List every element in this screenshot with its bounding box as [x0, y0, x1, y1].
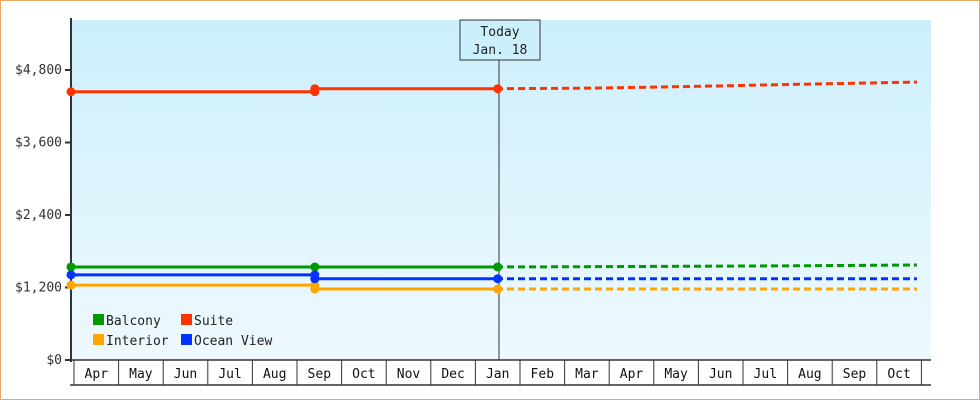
legend-swatch: [93, 314, 104, 325]
x-tick-label: Aug: [263, 367, 286, 382]
x-tick-label: Sep: [308, 367, 332, 382]
y-tick-label: $0: [46, 353, 62, 368]
legend-swatch: [93, 334, 104, 345]
x-tick-label: Dec: [441, 367, 464, 382]
x-tick-label: Jul: [754, 367, 777, 382]
x-tick-label: Aug: [798, 367, 821, 382]
x-tick-label: Jun: [709, 367, 732, 382]
legend-item-balcony[interactable]: Balcony: [93, 314, 161, 329]
x-tick-label: Mar: [575, 367, 599, 382]
series-ocean-view: [66, 270, 917, 284]
y-tick-label: $4,800: [15, 63, 62, 78]
legend-swatch: [181, 334, 192, 345]
x-tick-label: May: [129, 367, 153, 382]
x-tick-label: May: [664, 367, 688, 382]
y-tick-label: $2,400: [15, 208, 62, 223]
legend-label: Suite: [194, 314, 233, 329]
legend-item-suite[interactable]: Suite: [181, 314, 233, 329]
x-tick-label: Apr: [620, 367, 644, 382]
today-label: Today: [480, 25, 519, 40]
legend-swatch: [181, 314, 192, 325]
x-tick-label: Apr: [85, 367, 109, 382]
legend-label: Balcony: [106, 314, 161, 329]
legend: Balcony Suite Interior Ocean View: [93, 314, 272, 349]
x-tick-label: Oct: [352, 367, 375, 382]
series-suite: [66, 80, 917, 97]
plot-area: [72, 20, 931, 360]
series-lines: [66, 80, 917, 294]
legend-label: Ocean View: [194, 334, 272, 349]
y-tick-label: $1,200: [15, 281, 62, 296]
series-balcony: [66, 262, 917, 272]
today-date: Jan. 18: [473, 43, 528, 58]
x-tick-label: Feb: [531, 367, 555, 382]
x-tick-label: Oct: [887, 367, 910, 382]
today-marker: Today Jan. 18: [459, 19, 541, 360]
legend-item-ocean-view[interactable]: Ocean View: [181, 334, 272, 349]
legend-label: Interior: [106, 334, 169, 349]
x-tick-label: Jun: [174, 367, 197, 382]
series-interior: [66, 280, 917, 294]
x-tick-label: Jul: [218, 367, 241, 382]
x-tick-label: Nov: [397, 367, 421, 382]
legend-item-interior[interactable]: Interior: [93, 334, 169, 349]
x-axis: Apr May Jun Jul Aug Sep Oct Nov Dec Jan Feb Mar Apr M…: [70, 359, 931, 386]
x-tick-label: Jan: [486, 367, 509, 382]
x-tick-label: Sep: [843, 367, 867, 382]
y-axis: $0 $1,200 $2,400 $3,600 $4,800: [15, 18, 72, 368]
y-tick-label: $3,600: [15, 136, 62, 151]
